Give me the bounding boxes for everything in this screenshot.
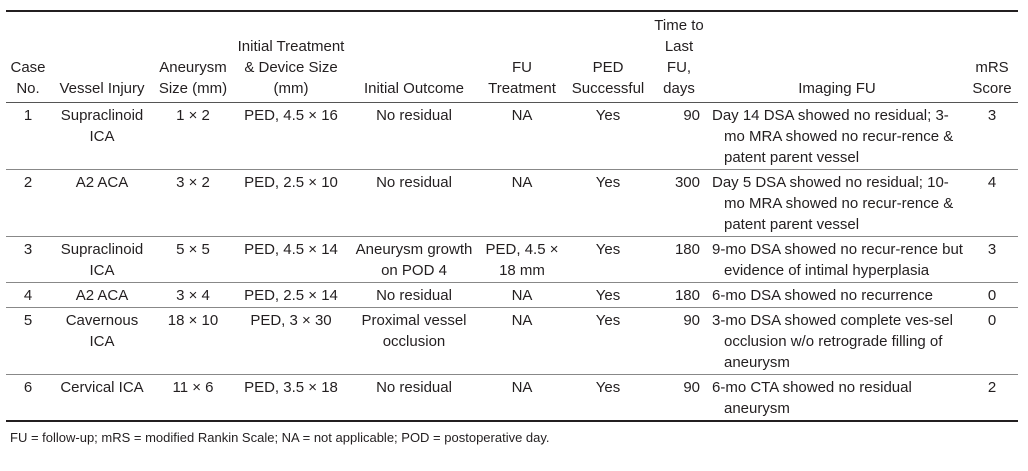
- cell-initial-outcome: No residual: [376, 287, 452, 304]
- cell-time-to-last-fu: 90: [683, 107, 700, 124]
- cell-initial-treatment: PED, 2.5 × 10: [244, 174, 338, 191]
- cell-aneurysm-size: 18 × 10: [167, 312, 219, 329]
- cell-time-to-last-fu: 180: [674, 241, 700, 258]
- header-ped-successful: PED Successful: [571, 59, 645, 97]
- cell-time-to-last-fu: 180: [674, 287, 700, 304]
- cell-aneurysm-size: 11 × 6: [172, 379, 214, 396]
- table-row: 1 Supraclinoid ICA 1 × 2 PED, 4.5 × 16 No re…: [6, 103, 1018, 170]
- cell-mrs-score: 3: [987, 241, 997, 258]
- cell-mrs-score: 4: [987, 174, 997, 191]
- cell-vessel-injury: A2 ACA: [75, 174, 129, 191]
- cell-time-to-last-fu: 300: [674, 174, 700, 191]
- header-mrs-score: mRS Score: [972, 59, 1012, 97]
- footnote: FU = follow-up; mRS = modified Rankin Sc…: [10, 430, 550, 445]
- cell-imaging-fu: Day 14 DSA showed no residual; 3-mo MRA …: [712, 107, 954, 166]
- cell-initial-treatment: PED, 4.5 × 16: [244, 107, 338, 124]
- cell-ped-successful: Yes: [595, 241, 621, 258]
- cell-initial-treatment: PED, 3.5 × 18: [244, 379, 338, 396]
- cell-aneurysm-size: 3 × 2: [176, 174, 210, 191]
- case-table: Case No. Vessel Injury Aneurysm Size (mm) I…: [6, 10, 1018, 422]
- table-row: 3 Supraclinoid ICA 5 × 5 PED, 4.5 × 14 Aneur…: [6, 237, 1018, 283]
- header-fu-treatment: FU Treatment: [488, 59, 556, 97]
- cell-time-to-last-fu: 90: [683, 312, 700, 329]
- header-aneurysm-size: Aneurysm Size (mm): [158, 59, 228, 97]
- cell-fu-treatment: NA: [511, 107, 533, 124]
- cell-fu-treatment: NA: [511, 379, 533, 396]
- cell-fu-treatment: NA: [511, 174, 533, 191]
- table-row: 2 A2 ACA 3 × 2 PED, 2.5 × 10 No residual NA Ye…: [6, 170, 1018, 237]
- cell-imaging-fu: 3-mo DSA showed complete ves-sel occlusi…: [712, 312, 953, 371]
- cell-aneurysm-size: 1 × 2: [176, 107, 210, 124]
- table-row: 6 Cervical ICA 11 × 6 PED, 3.5 × 18 No resid…: [6, 375, 1018, 421]
- cell-initial-treatment: PED, 2.5 × 14: [244, 287, 338, 304]
- cell-initial-outcome: Aneurysm growth on POD 4: [355, 241, 473, 279]
- header-row: Case No. Vessel Injury Aneurysm Size (mm) I…: [6, 11, 1018, 103]
- table-row: 5 Cavernous ICA 18 × 10 PED, 3 × 30 Proximal…: [6, 308, 1018, 375]
- cell-initial-treatment: PED, 4.5 × 14: [244, 241, 338, 258]
- cell-ped-successful: Yes: [595, 287, 621, 304]
- table-container: Case No. Vessel Injury Aneurysm Size (mm) I…: [6, 10, 1018, 446]
- cell-ped-successful: Yes: [595, 379, 621, 396]
- header-imaging-fu: Imaging FU: [798, 80, 876, 97]
- cell-case-no: 5: [23, 312, 33, 329]
- cell-fu-treatment: NA: [511, 287, 533, 304]
- cell-case-no: 1: [23, 107, 33, 124]
- cell-mrs-score: 0: [987, 287, 997, 304]
- cell-imaging-fu: 6-mo CTA showed no residual aneurysm: [712, 379, 912, 417]
- cell-aneurysm-size: 3 × 4: [176, 287, 210, 304]
- cell-initial-outcome: No residual: [376, 107, 452, 124]
- cell-initial-treatment: PED, 3 × 30: [250, 312, 332, 329]
- cell-fu-treatment: PED, 4.5 × 18 mm: [485, 241, 559, 279]
- cell-ped-successful: Yes: [595, 312, 621, 329]
- cell-mrs-score: 2: [987, 379, 997, 396]
- cell-aneurysm-size: 5 × 5: [176, 241, 210, 258]
- header-vessel-injury: Vessel Injury: [59, 80, 145, 97]
- header-initial-outcome: Initial Outcome: [363, 80, 465, 97]
- header-initial-treatment: Initial Treatment & Device Size (mm): [237, 38, 345, 97]
- cell-case-no: 3: [23, 241, 33, 258]
- cell-vessel-injury: A2 ACA: [75, 287, 129, 304]
- cell-imaging-fu: 9-mo DSA showed no recur-rence but evide…: [712, 241, 963, 279]
- header-time-to-last-fu: Time to Last FU, days: [654, 17, 704, 97]
- cell-mrs-score: 0: [987, 312, 997, 329]
- header-case-no: Case No.: [10, 59, 46, 97]
- cell-imaging-fu: Day 5 DSA showed no residual; 10-mo MRA …: [712, 174, 954, 233]
- cell-time-to-last-fu: 90: [683, 379, 700, 396]
- cell-case-no: 6: [23, 379, 33, 396]
- cell-mrs-score: 3: [987, 107, 997, 124]
- cell-ped-successful: Yes: [595, 107, 621, 124]
- cell-vessel-injury: Supraclinoid ICA: [60, 107, 144, 145]
- table-row: 4 A2 ACA 3 × 4 PED, 2.5 × 14 No residual NA Ye…: [6, 283, 1018, 308]
- cell-fu-treatment: NA: [511, 312, 533, 329]
- cell-initial-outcome: Proximal vessel occlusion: [361, 312, 467, 350]
- cell-vessel-injury: Cervical ICA: [60, 379, 144, 396]
- cell-vessel-injury: Supraclinoid ICA: [60, 241, 144, 279]
- cell-initial-outcome: No residual: [376, 379, 452, 396]
- cell-case-no: 4: [23, 287, 33, 304]
- cell-vessel-injury: Cavernous ICA: [65, 312, 139, 350]
- cell-imaging-fu: 6-mo DSA showed no recurrence: [712, 287, 933, 304]
- cell-ped-successful: Yes: [595, 174, 621, 191]
- cell-case-no: 2: [23, 174, 33, 191]
- cell-initial-outcome: No residual: [376, 174, 452, 191]
